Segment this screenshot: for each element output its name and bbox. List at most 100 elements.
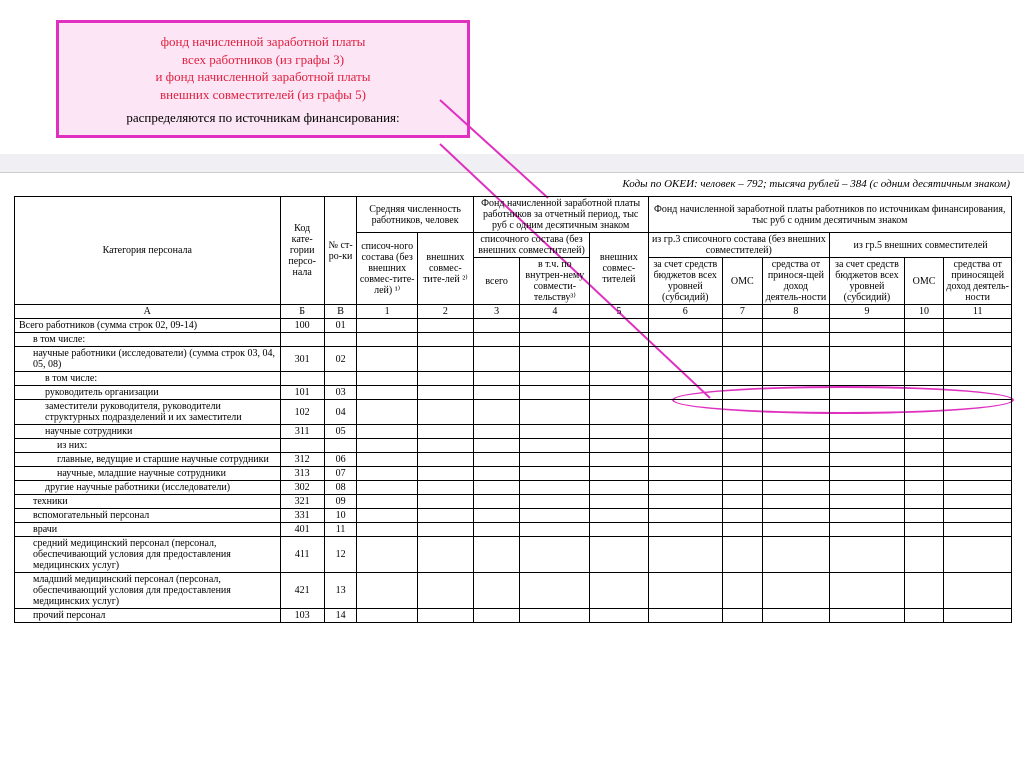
data-cell [417,481,473,495]
data-cell [520,372,590,386]
row-line: 11 [324,523,357,537]
data-cell [417,453,473,467]
data-cell [762,386,830,400]
data-cell [723,400,763,425]
data-cell [723,609,763,623]
data-cell [830,537,905,573]
data-cell [648,319,723,333]
data-cell [473,400,520,425]
data-cell [944,523,1012,537]
table-row: научные сотрудники31105 [15,425,1012,439]
data-cell [944,481,1012,495]
data-cell [473,573,520,609]
hdr-c8: средства от принося-щей доход деятель-но… [762,258,830,305]
data-cell [417,537,473,573]
row-kod [280,372,324,386]
hdr-gr5-group: из гр.5 внешних совместителей [830,233,1012,258]
data-cell [648,333,723,347]
data-cell [830,372,905,386]
hdr-2: 2 [417,305,473,319]
data-cell [723,372,763,386]
row-label: Всего работников (сумма строк 02, 09-14) [15,319,281,333]
data-cell [944,495,1012,509]
data-cell [520,400,590,425]
row-kod: 302 [280,481,324,495]
hdr-c9: за счет средств бюджетов всех уровней (с… [830,258,905,305]
data-cell [944,609,1012,623]
row-label: руководитель организации [15,386,281,400]
data-cell [830,386,905,400]
data-cell [357,319,418,333]
data-cell [417,347,473,372]
row-line: 01 [324,319,357,333]
data-cell [648,467,723,481]
callout-line-4: внешних совместителей (из графы 5) [73,86,453,104]
data-cell [590,509,648,523]
row-kod [280,439,324,453]
payroll-table: Категория персонала Код кате-гории персо… [14,196,1012,623]
row-kod: 103 [280,609,324,623]
table-row: в том числе: [15,372,1012,386]
data-cell [417,425,473,439]
data-cell [357,347,418,372]
data-cell [357,523,418,537]
data-cell [762,439,830,453]
data-cell [648,495,723,509]
data-cell [830,425,905,439]
data-cell [520,467,590,481]
table-row: прочий персонал10314 [15,609,1012,623]
data-cell [904,319,944,333]
data-cell [723,453,763,467]
data-cell [590,439,648,453]
data-cell [944,319,1012,333]
table-body: Всего работников (сумма строк 02, 09-14)… [15,319,1012,623]
row-line: 02 [324,347,357,372]
data-cell [723,509,763,523]
table-row: врачи40111 [15,523,1012,537]
data-cell [904,537,944,573]
data-cell [520,425,590,439]
row-line: 04 [324,400,357,425]
data-cell [357,509,418,523]
data-cell [830,523,905,537]
data-cell [723,347,763,372]
data-cell [723,467,763,481]
data-cell [417,509,473,523]
table-row: техники32109 [15,495,1012,509]
data-cell [473,509,520,523]
data-cell [904,400,944,425]
data-cell [944,372,1012,386]
table-row: научные, младшие научные сотрудники31307 [15,467,1012,481]
data-cell [357,467,418,481]
row-label: техники [15,495,281,509]
data-cell [944,386,1012,400]
data-cell [473,347,520,372]
data-cell [590,386,648,400]
okei-note: Коды по ОКЕИ: человек – 792; тысяча рубл… [622,178,1010,190]
data-cell [520,347,590,372]
data-cell [944,347,1012,372]
data-cell [473,319,520,333]
data-cell [417,386,473,400]
hdr-B: Б [280,305,324,319]
data-cell [830,400,905,425]
data-cell [944,467,1012,481]
data-cell [473,453,520,467]
data-cell [357,495,418,509]
data-cell [590,319,648,333]
header-band [0,154,1024,173]
data-cell [904,481,944,495]
hdr-3: 3 [473,305,520,319]
data-cell [520,481,590,495]
data-cell [473,425,520,439]
data-cell [520,333,590,347]
row-kod: 411 [280,537,324,573]
data-cell [520,495,590,509]
data-cell [944,573,1012,609]
data-cell [830,573,905,609]
row-kod: 331 [280,509,324,523]
hdr-c7: ОМС [723,258,763,305]
data-cell [723,537,763,573]
data-cell [520,439,590,453]
hdr-V: В [324,305,357,319]
